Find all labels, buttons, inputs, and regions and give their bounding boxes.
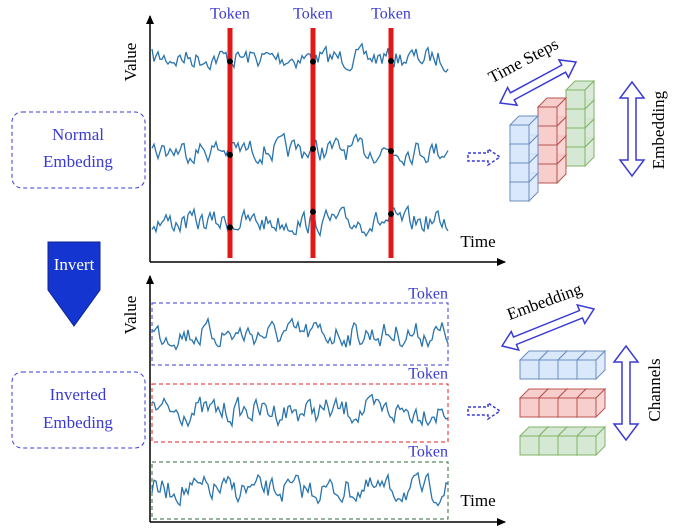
token-dot: [310, 145, 316, 152]
token-dot: [388, 148, 394, 155]
arrow-label: Channels: [645, 358, 664, 421]
double-arrow: [612, 344, 640, 442]
cube-front: [565, 89, 586, 110]
invert-arrow: [47, 241, 101, 327]
cube-front: [538, 397, 559, 418]
cube-front: [519, 397, 540, 418]
cube-front: [519, 435, 540, 456]
cube-front: [509, 162, 530, 183]
cube-front: [537, 106, 558, 127]
embedding-label: Inverted: [50, 385, 107, 404]
embedding-box: [11, 111, 146, 189]
cube-front: [576, 435, 597, 456]
embedding-label: Embeding: [43, 413, 113, 432]
cube-front: [519, 359, 540, 380]
cube-front: [537, 144, 558, 165]
cube-front: [509, 124, 530, 145]
token-label: Token: [293, 6, 333, 23]
x-axis-label: Time: [460, 491, 495, 510]
cube-front: [538, 435, 559, 456]
cube-front: [509, 143, 530, 164]
x-axis-label: Time: [460, 232, 495, 251]
token-dot: [388, 211, 394, 218]
time-series: [151, 471, 449, 507]
token-box: [151, 383, 449, 443]
token-label: Token: [408, 366, 448, 383]
arrow-label: Embedding: [649, 90, 668, 169]
embedding-box: [11, 371, 146, 449]
cube-front: [565, 127, 586, 148]
time-series: [151, 132, 449, 167]
token-label: Token: [210, 6, 250, 23]
token-label: Token: [371, 6, 411, 23]
token-line: [388, 28, 394, 258]
cube-front: [576, 359, 597, 380]
time-series: [151, 42, 449, 73]
token-dot: [227, 151, 233, 158]
cube-front: [565, 146, 586, 167]
invert-label: Invert: [54, 255, 95, 274]
cube-front: [557, 359, 578, 380]
embedding-label: Embeding: [43, 152, 113, 171]
cube-front: [537, 163, 558, 184]
y-axis-label: Value: [121, 296, 140, 335]
time-series: [151, 204, 449, 238]
token-dot: [388, 57, 394, 64]
cube-front: [557, 397, 578, 418]
token-dot: [310, 58, 316, 65]
cube-front: [557, 435, 578, 456]
cube-front: [565, 108, 586, 129]
cube-front: [509, 181, 530, 202]
double-arrow: [498, 58, 578, 107]
token-box: [151, 461, 449, 520]
embedding-label: Normal: [52, 125, 104, 144]
token-line: [310, 28, 316, 258]
cube-front: [538, 359, 559, 380]
token-dot: [227, 224, 233, 231]
cube-front: [537, 125, 558, 146]
y-axis-label: Value: [121, 43, 140, 82]
token-label: Token: [408, 286, 448, 303]
dashed-arrow: [467, 401, 502, 421]
dashed-arrow: [467, 147, 502, 167]
token-box: [151, 302, 449, 366]
double-arrow: [500, 303, 596, 352]
shapes: [151, 28, 646, 507]
cube-front: [576, 397, 597, 418]
token-dot: [310, 208, 316, 215]
time-series: [151, 393, 449, 429]
token-dot: [227, 58, 233, 65]
double-arrow: [618, 80, 646, 178]
token-label: Token: [408, 444, 448, 461]
time-series: [151, 316, 449, 351]
token-line: [227, 28, 233, 258]
